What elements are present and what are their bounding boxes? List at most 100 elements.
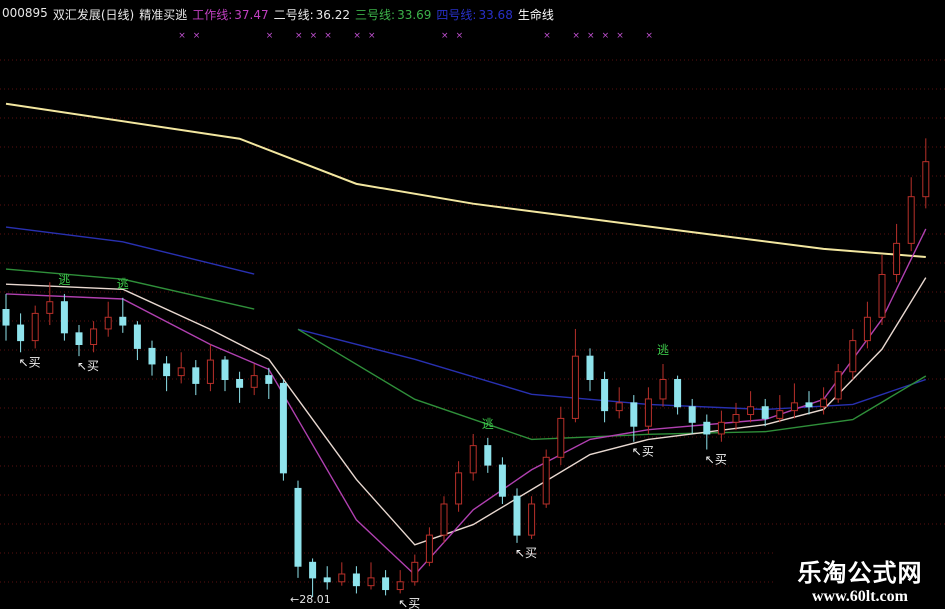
escape-signal: 逃 [482,417,494,431]
candle-down [60,301,68,334]
signal-marker: × [178,31,186,41]
signal-marker: × [368,31,376,41]
candle-up [90,328,98,346]
candle-up [776,410,784,419]
legend-line-4: 四号线: 33.68 [436,8,513,22]
candle-up [411,561,419,583]
candle-down [2,308,10,326]
candle-up [396,581,404,591]
signal-marker: × [324,31,332,41]
candle-down [703,421,711,435]
buy-signal: ↖买 [632,445,654,459]
candle-up [659,379,667,400]
low-price-label: ←28.01 [290,593,331,606]
candle-up [542,456,550,505]
candle-up [615,402,623,412]
candle-up [177,367,185,377]
candle-down [513,495,521,536]
candle-up [922,161,930,198]
candle-up [469,445,477,474]
candle-down [119,316,127,326]
candle-down [17,324,25,342]
signal-marker: × [601,31,610,41]
indicator-lines [5,102,927,576]
candle-down [236,379,244,388]
candle-up [206,359,214,384]
signal-marker: × [309,31,318,41]
line4-line [5,226,255,275]
life-line [5,102,926,258]
candle-up [644,398,652,427]
chart-header: 000895 双汇发展(日线) 精准买逃 工作线: 37.47 二号线: 36.22… [2,6,554,22]
candle-down [75,332,83,346]
candle-up [849,340,857,373]
candle-up [250,375,258,388]
buy-signal: ↖买 [398,596,420,609]
watermark-url: www.60lt.com [812,588,908,605]
candle-down [498,464,506,497]
candle-down [163,363,171,377]
candle-down [352,573,360,587]
watermark-logo: 乐淘公式网 www.60lt.com [775,551,945,609]
candle-up [557,417,565,458]
candle-up [440,503,448,536]
candle-down [630,402,638,427]
candle-down [586,355,594,381]
candle-down [221,359,229,381]
candle-down [265,375,273,384]
legend-line-3: 三号线: 33.69 [355,8,432,22]
line3-line [5,268,255,310]
candle-up [820,398,828,408]
line2-line [5,277,927,546]
stock-code: 000895 [2,6,48,20]
signal-marker: × [441,31,449,41]
grid-lines [0,59,945,583]
signal-marker: × [572,31,580,41]
candle-down [761,406,769,419]
candle-down [484,445,492,466]
legend-work-line: 工作线: 37.47 [192,8,269,22]
candle-down [133,324,141,349]
buy-signal: ↖买 [19,355,41,369]
candle-up [338,573,346,583]
candle-down [323,577,331,583]
candles [2,138,930,597]
candle-up [834,371,842,400]
candle-down [601,379,609,412]
signal-marker: × [295,31,303,41]
signal-marker: × [455,31,464,41]
legend-line-2: 二号线: 36.22 [273,8,351,22]
candle-up [528,503,536,536]
signal-marker: × [616,31,624,41]
candle-down [674,379,682,408]
signal-marker: × [645,31,653,41]
escape-signal: 逃 [58,273,70,287]
candle-up [878,273,886,318]
legend-life-line: 生命线 [517,8,554,22]
signal-marker: × [587,31,595,41]
candle-down [805,402,813,408]
signal-marker: × [192,31,201,41]
candle-down [688,406,696,423]
candle-up [31,312,39,342]
candle-down [148,347,156,365]
candle-up [367,577,375,587]
candle-up [863,316,871,342]
line3-line [297,328,927,441]
buy-signal: ↖买 [77,359,99,373]
signal-marker: × [265,31,274,41]
signal-marker: × [353,31,361,41]
candle-up [747,406,755,416]
stock-name: 双汇发展(日线) [52,8,135,22]
line4-line [297,328,927,411]
escape-signal: 逃 [117,277,129,291]
candle-up [571,355,579,419]
candle-up [104,316,112,330]
indicator-name: 精准买逃 [139,8,188,22]
candle-up [425,534,433,563]
candle-up [907,196,915,244]
candle-up [717,421,725,435]
candle-down [192,367,200,384]
signals: 逃逃逃逃↖买 ↖买↖买↖买↖买↖买←28.01 [19,273,727,609]
candle-down [309,561,317,579]
